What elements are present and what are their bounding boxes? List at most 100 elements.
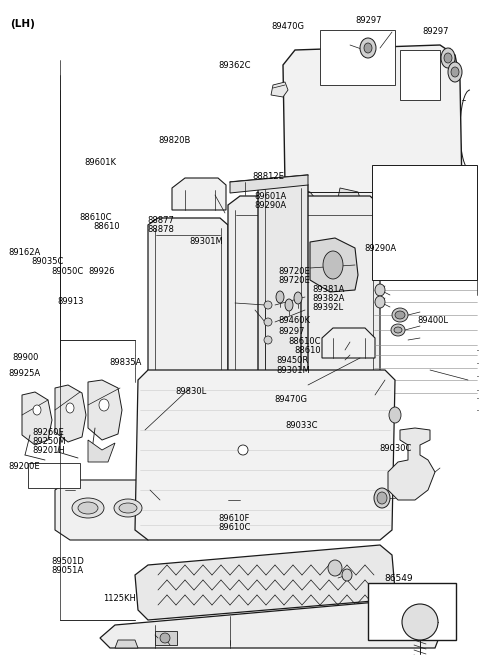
Text: 89297: 89297 [355,16,382,26]
Polygon shape [228,484,256,518]
Bar [372,165,477,280]
Bar [155,631,177,645]
Polygon shape [55,480,160,540]
Text: 89913: 89913 [58,297,84,306]
Ellipse shape [160,633,170,643]
Polygon shape [293,188,315,198]
Ellipse shape [99,399,109,411]
Text: 89260E: 89260E [33,428,64,437]
Text: 86549: 86549 [384,574,413,583]
Ellipse shape [66,403,74,413]
Polygon shape [172,178,226,210]
Text: 89900: 89900 [12,353,38,362]
Bar [400,50,440,100]
Bar [28,463,80,488]
Polygon shape [148,218,228,450]
Ellipse shape [389,407,401,423]
Bar [320,30,395,85]
Text: 88610: 88610 [94,222,120,231]
Polygon shape [271,82,288,97]
Ellipse shape [294,292,302,304]
Polygon shape [338,188,360,198]
Text: 89926: 89926 [89,267,115,276]
Text: 89610F: 89610F [218,514,250,523]
Ellipse shape [264,301,272,309]
Bar [368,583,456,640]
Polygon shape [55,385,86,442]
Text: 89297: 89297 [278,327,305,336]
Text: 89250M: 89250M [33,437,66,446]
Polygon shape [230,428,258,462]
Text: 89392L: 89392L [312,303,343,312]
Ellipse shape [391,324,405,336]
Text: 88812E: 88812E [252,172,284,181]
Text: 88878: 88878 [148,225,175,234]
Ellipse shape [444,53,452,63]
Ellipse shape [374,488,390,508]
Polygon shape [88,380,122,440]
Ellipse shape [375,296,385,308]
Text: 89200E: 89200E [9,462,40,471]
Text: 89501D: 89501D [52,557,84,566]
Polygon shape [283,45,462,198]
Polygon shape [88,440,115,462]
Text: 89035C: 89035C [31,257,63,267]
Text: 1125KH: 1125KH [103,594,136,603]
Text: 89720E: 89720E [278,267,310,276]
Text: 89720E: 89720E [278,276,310,285]
Text: 89290A: 89290A [254,201,287,210]
Text: (LH): (LH) [11,19,36,29]
Ellipse shape [448,62,462,82]
Text: 88610: 88610 [294,346,321,355]
Ellipse shape [451,67,459,77]
Polygon shape [135,370,395,540]
Ellipse shape [364,43,372,53]
Ellipse shape [402,604,438,640]
Text: 88610C: 88610C [79,213,112,222]
Ellipse shape [394,327,402,333]
Text: 89925A: 89925A [9,369,41,378]
Text: 89601A: 89601A [254,192,287,201]
Polygon shape [100,600,440,648]
Text: 89610C: 89610C [218,523,251,533]
Ellipse shape [33,405,41,415]
Ellipse shape [377,492,387,504]
Polygon shape [115,640,138,648]
Text: 89601K: 89601K [84,158,116,167]
Text: 89470G: 89470G [275,395,308,404]
Ellipse shape [342,569,352,581]
Polygon shape [388,188,410,198]
Polygon shape [22,392,52,445]
Text: 89033C: 89033C [286,421,318,430]
Ellipse shape [328,560,342,576]
Text: 89382A: 89382A [312,294,344,303]
Text: 89301M: 89301M [190,236,223,246]
Polygon shape [135,545,395,620]
Text: 89381A: 89381A [312,285,344,294]
Ellipse shape [119,503,137,513]
Ellipse shape [285,299,293,311]
Text: 89050C: 89050C [52,267,84,276]
Text: 89030C: 89030C [379,443,411,453]
Text: 89830L: 89830L [175,386,206,396]
Text: 89362C: 89362C [218,61,251,70]
Ellipse shape [392,308,408,322]
Text: 89290A: 89290A [365,244,397,253]
Text: 89201H: 89201H [33,446,65,455]
Text: 89835A: 89835A [109,358,142,367]
Text: 89051A: 89051A [52,566,84,575]
Text: 89297: 89297 [422,27,449,36]
Ellipse shape [276,291,284,303]
Ellipse shape [238,445,248,455]
Text: 89460K: 89460K [278,316,311,326]
Text: 89450R: 89450R [276,356,308,365]
Text: 88877: 88877 [148,215,175,225]
Polygon shape [388,428,435,500]
Ellipse shape [395,311,405,319]
Ellipse shape [375,284,385,296]
Text: 88610C: 88610C [288,337,321,346]
Text: 89470G: 89470G [271,22,304,31]
Polygon shape [372,618,400,640]
Text: 89301M: 89301M [276,365,310,375]
Ellipse shape [323,251,343,279]
